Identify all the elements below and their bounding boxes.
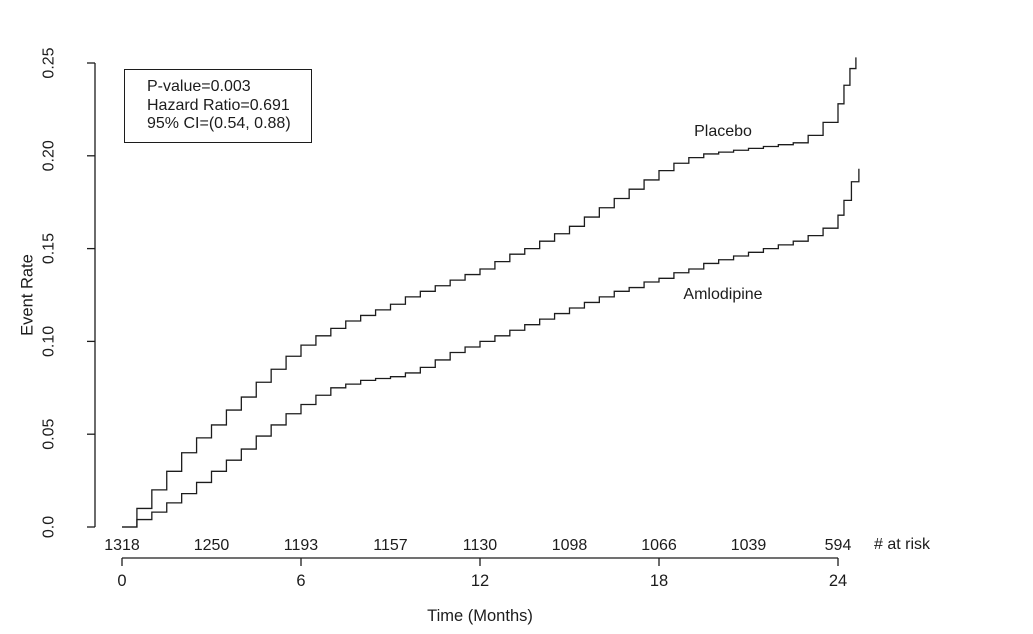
y-tick-label: 0.10: [41, 326, 58, 357]
x-tick-label: 12: [471, 572, 489, 590]
stats-annotation-box: P-value=0.003 Hazard Ratio=0.691 95% CI=…: [124, 69, 312, 143]
y-tick-label: 0.05: [41, 419, 58, 450]
risk-count: 1193: [284, 537, 319, 554]
x-tick-label: 0: [117, 572, 126, 590]
hazard-ratio-text: Hazard Ratio=0.691: [147, 96, 290, 114]
risk-count: 1130: [463, 537, 498, 554]
y-tick-label: 0.25: [41, 47, 58, 78]
risk-count: 1157: [373, 537, 408, 554]
x-tick-label: 6: [296, 572, 305, 590]
p-value-text: P-value=0.003: [147, 78, 251, 95]
confidence-interval-text: 95% CI=(0.54, 0.88): [147, 115, 291, 132]
y-axis-title: Event Rate: [18, 254, 37, 336]
risk-table-label: # at risk: [874, 536, 931, 553]
risk-count: 1066: [641, 537, 677, 554]
risk-count: 1250: [194, 537, 230, 554]
risk-count: 1098: [552, 537, 588, 554]
amlodipine-curve-label: Amlodipine: [683, 286, 763, 303]
risk-count: 1039: [731, 537, 767, 554]
risk-count: 1318: [104, 537, 140, 554]
placebo-curve-label: Placebo: [694, 123, 752, 140]
risk-count: 594: [825, 537, 852, 554]
curve-placebo: [122, 57, 857, 528]
y-tick-label: 0.20: [41, 140, 58, 171]
x-tick-label: 24: [829, 572, 847, 590]
x-axis-title: Time (Months): [427, 607, 533, 625]
x-tick-label: 18: [650, 572, 668, 590]
y-tick-label: 0.15: [41, 233, 58, 264]
y-tick-label: 0.0: [41, 516, 58, 538]
curve-amlodipine: [122, 168, 860, 528]
